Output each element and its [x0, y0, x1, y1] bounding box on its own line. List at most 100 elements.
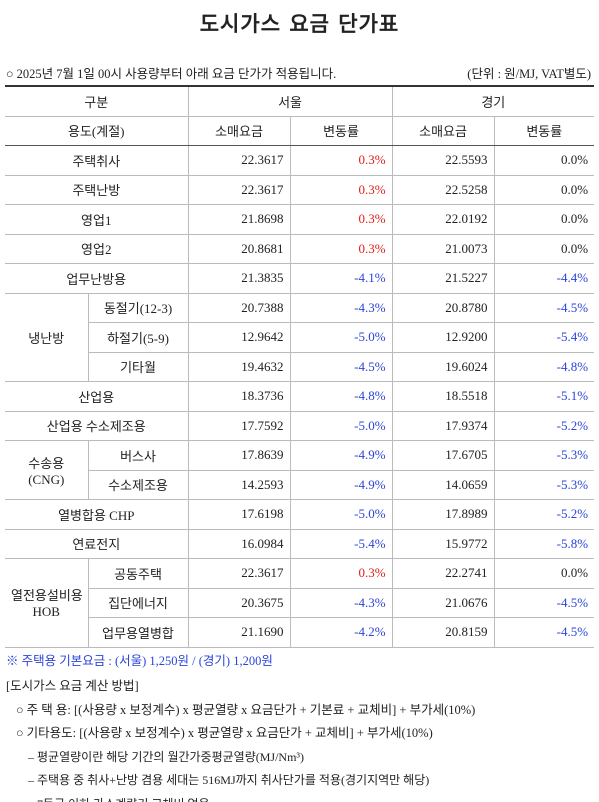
- usage-label: 연료전지: [5, 528, 189, 559]
- change-rate: -4.3%: [289, 587, 393, 618]
- retail-rate: 17.9374: [391, 410, 495, 441]
- header-cell: 구분: [5, 85, 189, 117]
- retail-rate: 20.8780: [391, 292, 495, 323]
- table-row: 하절기(5-9) 12.9642 -5.0% 12.9200 -5.4%: [5, 322, 595, 353]
- change-rate: -5.0%: [289, 410, 393, 441]
- change-rate: 0.0%: [493, 233, 595, 264]
- usage-label: 산업용 수소제조용: [5, 410, 189, 441]
- retail-rate: 14.2593: [187, 469, 291, 500]
- table-row: 업무난방용 21.3835 -4.1% 21.5227 -4.4%: [5, 263, 595, 294]
- table-row: 기타월 19.4632 -4.5% 19.6024 -4.8%: [5, 351, 595, 382]
- header-cell: 용도(계절): [5, 115, 189, 146]
- group-label: 수송용 (CNG): [5, 440, 89, 500]
- table-row: 영업2 20.8681 0.3% 21.0073 0.0%: [5, 233, 595, 264]
- header-row: 용도(계절) 소매요금 변동률 소매요금 변동률: [5, 115, 595, 146]
- retail-rate: 21.8698: [187, 204, 291, 235]
- change-rate: -4.5%: [493, 617, 595, 648]
- usage-label: 버스사: [87, 440, 189, 471]
- table-row: 주택난방 22.3617 0.3% 22.5258 0.0%: [5, 174, 595, 205]
- calc-note: – 주택용 중 취사+난방 겸용 세대는 516MJ까지 취사단가를 적용(경기…: [28, 773, 430, 787]
- calc-formula: ○ 기타용도: [(사용량 x 보정계수) x 평균열량 x 요금단가 + 교체…: [16, 726, 433, 740]
- change-rate: -5.2%: [493, 499, 595, 530]
- usage-label: 공동주택: [87, 558, 189, 589]
- group-label-line: (CNG): [28, 471, 65, 487]
- change-rate: -5.0%: [289, 322, 393, 353]
- retail-rate: 12.9642: [187, 322, 291, 353]
- retail-rate: 21.1690: [187, 617, 291, 648]
- change-rate: -5.4%: [493, 322, 595, 353]
- retail-rate: 20.3675: [187, 587, 291, 618]
- unit: (단위 : 원/MJ, VAT별도): [467, 67, 591, 81]
- rate-table: 구분 서울 경기 용도(계절) 소매요금 변동률 소매요금 변동률 주택취사 22.3617 0.3…: [5, 85, 595, 648]
- table-row: 연료전지 16.0984 -5.4% 15.9772 -5.8%: [5, 528, 595, 559]
- usage-label: 수소제조용: [88, 469, 189, 500]
- retail-rate: 12.9200: [391, 322, 495, 353]
- retail-rate: 22.5593: [391, 145, 495, 176]
- retail-rate: 14.0659: [391, 469, 495, 500]
- retail-rate: 16.0984: [187, 528, 291, 559]
- change-rate: 0.3%: [289, 204, 393, 235]
- usage-label: 업무용열병합: [88, 617, 189, 648]
- notice: ○ 2025년 7월 1일 00시 사용량부터 아래 요금 단가가 적용됩니다.: [6, 67, 337, 81]
- table-row: 수송용 (CNG) 버스사 17.8639 -4.9% 17.6705 -5.3%: [5, 440, 595, 500]
- change-rate: -5.1%: [493, 381, 595, 412]
- group-label-line: 열전용설비용: [11, 588, 83, 604]
- retail-rate: 18.3736: [187, 381, 291, 412]
- table-row: 집단에너지 20.3675 -4.3% 21.0676 -4.5%: [5, 587, 595, 618]
- change-rate: 0.0%: [493, 204, 595, 235]
- group-label: 열전용설비용 HOB: [5, 558, 89, 648]
- change-rate: -4.4%: [493, 263, 595, 294]
- usage-label: 주택취사: [5, 145, 189, 176]
- change-rate: 0.3%: [289, 145, 393, 176]
- retail-rate: 22.3617: [187, 145, 291, 176]
- retail-rate: 22.3617: [187, 558, 291, 589]
- header-cell: 소매요금: [187, 115, 291, 146]
- usage-label: 열병합용 CHP: [5, 499, 189, 530]
- change-rate: -4.9%: [289, 469, 393, 500]
- change-rate: 0.3%: [289, 558, 393, 589]
- usage-label: 영업1: [5, 204, 189, 235]
- title: 도시가스 요금 단가표: [199, 12, 400, 36]
- table-row: 영업1 21.8698 0.3% 22.0192 0.0%: [5, 204, 595, 235]
- calc-note: – 7등급 이하 가스계량기 교체비 없음: [6, 793, 475, 802]
- retail-rate: 19.6024: [391, 351, 495, 382]
- change-rate: -4.8%: [493, 351, 595, 382]
- change-rate: -4.5%: [493, 292, 595, 323]
- usage-label: 주택난방: [5, 174, 189, 205]
- table-row: 업무용열병합 21.1690 -4.2% 20.8159 -4.5%: [5, 617, 595, 648]
- change-rate: -4.5%: [289, 351, 393, 382]
- retail-rate: 15.9772: [391, 528, 495, 559]
- retail-rate: 17.7592: [187, 410, 291, 441]
- usage-label: 기타월: [88, 351, 189, 382]
- calc-note: – 평균열량이란 해당 기간의 월간가중평균열량(MJ/Nm³): [28, 749, 305, 764]
- change-rate: -4.3%: [289, 292, 393, 323]
- calc-title: [도시가스 요금 계산 방법]: [6, 679, 139, 693]
- retail-rate: 21.3835: [187, 263, 291, 294]
- change-rate: 0.3%: [289, 174, 393, 205]
- change-rate: -4.9%: [289, 440, 393, 471]
- group-label-line: 냉난방: [28, 330, 65, 346]
- header-cell: 서울: [187, 85, 393, 117]
- usage-label: 집단에너지: [88, 587, 189, 618]
- change-rate: 0.0%: [493, 558, 595, 589]
- usage-label: 업무난방용: [5, 263, 189, 294]
- retail-rate: 18.5518: [391, 381, 495, 412]
- usage-label: 영업2: [5, 233, 189, 264]
- change-rate: -4.5%: [493, 587, 595, 618]
- retail-rate: 21.5227: [391, 263, 495, 294]
- change-rate: -5.2%: [493, 410, 595, 441]
- change-rate: 0.3%: [289, 233, 393, 264]
- change-rate: -5.4%: [289, 528, 393, 559]
- header-cell: 변동률: [493, 115, 595, 146]
- change-rate: -5.3%: [493, 469, 595, 500]
- usage-label: 산업용: [5, 381, 189, 412]
- change-rate: -4.2%: [289, 617, 393, 648]
- calc-formula: ○ 주 택 용: [(사용량 x 보정계수) x 평균열량 x 요금단가 + 기…: [16, 702, 476, 717]
- retail-rate: 17.8989: [391, 499, 495, 530]
- header-cell: 경기: [391, 85, 595, 117]
- header-cell: 변동률: [289, 115, 393, 146]
- table-row: 열전용설비용 HOB 공동주택 22.3617 0.3% 22.2741 0.0%: [5, 558, 595, 648]
- group-label-line: 수송용: [28, 455, 65, 471]
- retail-rate: 22.0192: [391, 204, 495, 235]
